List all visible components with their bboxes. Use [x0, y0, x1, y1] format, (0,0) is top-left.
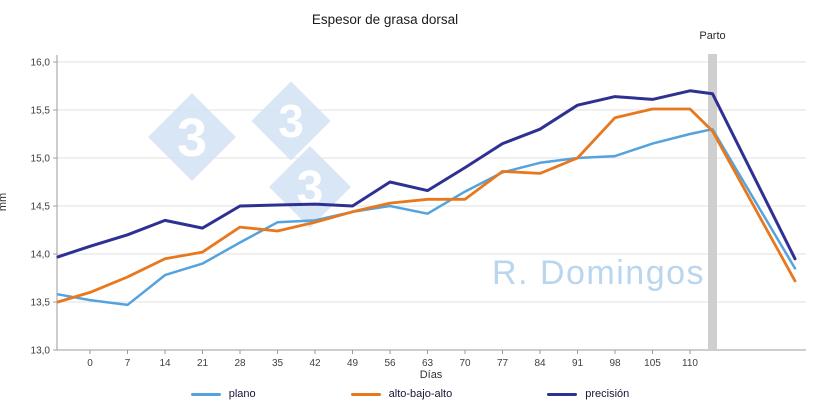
parto-band	[708, 54, 717, 350]
watermark-diamond	[251, 81, 331, 161]
x-tick-label: 56	[384, 358, 396, 369]
watermark-3-glyph: 3	[297, 162, 324, 215]
series-line-plano	[56, 127, 797, 307]
x-tick-label: 77	[497, 358, 509, 369]
x-tick-label: 0	[87, 358, 93, 369]
x-tick-label: 84	[534, 358, 546, 369]
x-tick-label: 7	[125, 358, 131, 369]
y-tick-label: 14,5	[31, 202, 51, 213]
legend-label-precision: precisión	[585, 388, 630, 400]
legend-label-plano: plano	[228, 388, 256, 400]
parto-band-rect	[708, 54, 717, 350]
x-tick-label: 21	[197, 358, 209, 369]
x-tick-label: 28	[234, 358, 246, 369]
legend-swatch-alto-bajo-alto	[350, 392, 381, 396]
y-tick-label: 15,0	[31, 154, 51, 165]
y-tick-label: 13,0	[31, 346, 51, 357]
brand-watermark: R. Domingos	[492, 254, 705, 292]
legend-item-alto-bajo-alto[interactable]: alto-bajo-alto	[350, 388, 453, 400]
x-tick-label: 98	[609, 358, 621, 369]
watermark-diamond	[148, 93, 236, 181]
x-tick-label: 42	[309, 358, 321, 369]
parto-annotation-label: Parto	[699, 30, 726, 42]
y-tick-label: 13,5	[31, 298, 51, 309]
series-line-alto-bajo-alto	[56, 107, 797, 304]
y-axis-label: mm	[0, 192, 10, 212]
x-tick-label: 35	[272, 358, 284, 369]
legend: plano alto-bajo-alto precisión	[0, 388, 820, 400]
watermark-3-glyph: 3	[278, 95, 304, 147]
x-tick-label: 63	[422, 358, 434, 369]
watermark-3-glyph: 3	[177, 108, 207, 168]
legend-label-alto-bajo-alto: alto-bajo-alto	[388, 388, 453, 400]
chart-title: Espesor de grasa dorsal	[311, 12, 459, 27]
series-lines	[56, 89, 797, 307]
x-tick-label: 14	[159, 358, 171, 369]
y-tick-label: 16,0	[31, 58, 51, 69]
x-tick-label: 105	[644, 358, 661, 369]
series-line-precisión	[56, 89, 797, 261]
legend-swatch-plano	[190, 392, 221, 396]
x-axis-label: Días	[419, 369, 443, 381]
x-tick-label: 70	[459, 358, 471, 369]
legend-swatch-precision	[547, 392, 578, 396]
legend-item-precision[interactable]: precisión	[547, 388, 629, 400]
x-tick-label: 91	[572, 358, 584, 369]
x-tick-label: 110	[682, 358, 698, 369]
legend-item-plano[interactable]: plano	[190, 388, 256, 400]
y-tick-label: 14,0	[31, 250, 51, 261]
x-tick-label: 49	[347, 358, 359, 369]
y-tick-label: 15,5	[31, 106, 51, 117]
